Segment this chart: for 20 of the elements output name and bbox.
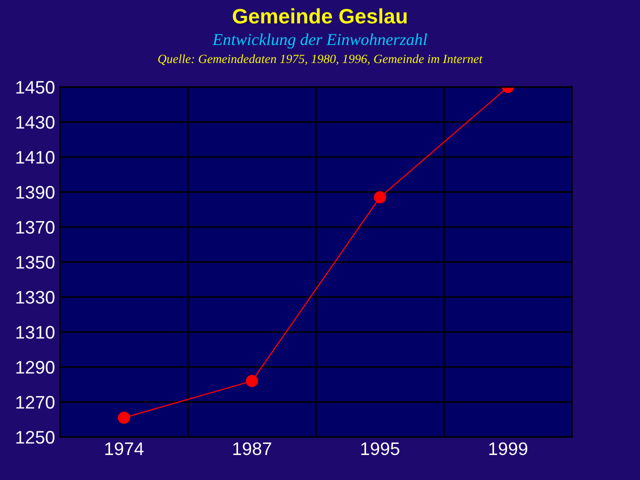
y-tick-label: 1250 (16, 430, 54, 444)
y-tick-label: 1310 (16, 326, 54, 339)
point (118, 412, 130, 424)
y-tick-label: 1450 (16, 80, 54, 94)
y-tick-label: 1430 (16, 116, 54, 129)
y-tick-label: 1330 (16, 290, 54, 304)
y-tick-label: 1270 (16, 396, 54, 409)
y-tick-label: 1290 (16, 360, 54, 374)
y-tick-label: 1350 (16, 256, 54, 269)
point (246, 374, 258, 388)
source-note: Quelle: Gemeindedaten 1975, 1980, 1996, Gemeinde im Internet (158, 54, 483, 66)
x-tick-label: 1995 (361, 442, 400, 456)
y-tick-label: 1390 (16, 186, 54, 199)
chart-title: Gemeinde Geslau (232, 8, 407, 24)
chart-subtitle: Entwicklung der Einwohnerzahl (212, 33, 428, 49)
y-tick-label: 1370 (16, 220, 54, 234)
x-tick-label: 1999 (489, 442, 528, 456)
y-tick-label: 1410 (16, 150, 54, 164)
x-tick-label: 1974 (105, 442, 144, 456)
x-tick-label: 1987 (233, 442, 272, 456)
